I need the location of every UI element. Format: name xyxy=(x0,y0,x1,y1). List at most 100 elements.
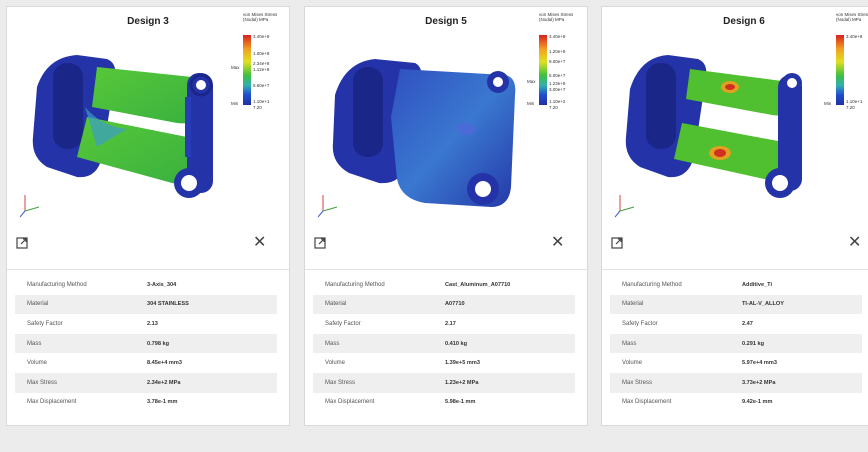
property-row: Volume 5.97e+4 mm3 xyxy=(610,353,862,373)
stress-model-render xyxy=(625,55,802,198)
legend-color-bar xyxy=(243,35,251,105)
property-row: Volume 1.39e+5 mm3 xyxy=(313,353,575,373)
property-value: 3-Axis_304 xyxy=(147,281,177,288)
legend-max-label: Max xyxy=(231,65,240,70)
divider xyxy=(7,269,289,270)
property-label: Manufacturing Method xyxy=(27,281,87,288)
legend-min-label: Min xyxy=(824,101,832,106)
legend-value: 5.60e+7 xyxy=(253,83,270,88)
property-label: Mass xyxy=(622,340,637,347)
legend-value: 2.34e+8 xyxy=(253,61,270,66)
property-row: Safety Factor 2.17 xyxy=(313,314,575,334)
stress-legend: von Mises Stress (Nodal) MPa 3.40e+8 1.0… xyxy=(231,12,277,113)
model-viewer[interactable]: Design 6 von Mises Stress (Nodal) MPa 3.… xyxy=(602,7,868,269)
property-value: 304 STAINLESS xyxy=(147,301,189,308)
property-label: Manufacturing Method xyxy=(622,281,682,288)
legend-value: 1.10e+2 xyxy=(549,99,566,104)
properties-table: Manufacturing Method 3-Axis_304 Material 3… xyxy=(15,275,277,412)
property-row: Manufacturing Method 3-Axis_304 xyxy=(15,275,277,295)
property-value: 8.45e+4 mm3 xyxy=(147,360,182,367)
properties-table: Manufacturing Method Additive_Ti Material… xyxy=(610,275,862,412)
property-label: Safety Factor xyxy=(27,320,63,327)
legend-value: 3.40e+8 xyxy=(253,34,270,39)
property-value: TI-AL-V_ALLOY xyxy=(742,301,784,308)
property-label: Material xyxy=(622,301,644,308)
legend-value: 3.40e+8 xyxy=(549,34,566,39)
legend-max-label: Max xyxy=(527,79,536,84)
stress-model-render xyxy=(332,59,516,207)
expand-icon[interactable] xyxy=(611,237,623,249)
legend-color-bar xyxy=(836,35,844,105)
property-value: 3.78e-1 mm xyxy=(147,399,178,406)
property-label: Max Stress xyxy=(27,379,58,386)
legend-min-label: Min xyxy=(231,101,239,106)
property-row: Material 304 STAINLESS xyxy=(15,294,277,315)
card-title: Design 3 xyxy=(127,16,169,27)
property-row: Volume 8.45e+4 mm3 xyxy=(15,353,277,373)
divider xyxy=(305,269,587,270)
property-value: Additive_Ti xyxy=(742,281,773,288)
property-value: 9.42e-1 mm xyxy=(742,399,773,406)
card-title: Design 6 xyxy=(723,16,765,27)
legend-value: 7.20 xyxy=(549,105,558,110)
property-row: Max Stress 2.34e+2 MPa xyxy=(15,372,277,393)
property-label: Material xyxy=(325,301,347,308)
stress-legend: von Mises Stress (Nodal) MPa 3.40e+8 1.1… xyxy=(824,12,868,113)
legend-title: von Mises Stress (Nodal) MPa xyxy=(539,12,574,22)
property-row: Material TI-AL-V_ALLOY xyxy=(610,294,862,315)
legend-title: von Mises Stress (Nodal) MPa xyxy=(836,12,868,22)
property-row: Max Displacement 9.42e-1 mm xyxy=(610,393,862,413)
property-row: Manufacturing Method Cast_Aluminum_A07710 xyxy=(313,275,575,295)
close-icon[interactable]: ✕ xyxy=(848,234,862,251)
legend-value: 1.20e+8 xyxy=(549,49,566,54)
property-label: Max Displacement xyxy=(622,399,672,406)
property-label: Volume xyxy=(622,360,643,367)
property-row: Safety Factor 2.13 xyxy=(15,314,277,334)
legend-value: 7.20 xyxy=(253,105,262,110)
property-row: Max Displacement 5.98e-1 mm xyxy=(313,393,575,413)
property-value: 2.13 xyxy=(147,320,158,327)
property-value: 0.410 kg xyxy=(445,340,468,347)
property-label: Safety Factor xyxy=(325,320,361,327)
legend-value: 1.10e+1 xyxy=(253,99,270,104)
close-icon[interactable]: ✕ xyxy=(551,234,565,251)
legend-value: 1.00e+8 xyxy=(253,51,270,56)
property-value: 1.23e+2 MPa xyxy=(445,379,479,386)
close-icon[interactable]: ✕ xyxy=(253,234,267,251)
property-label: Manufacturing Method xyxy=(325,281,385,288)
property-value: 2.47 xyxy=(742,320,753,327)
property-row: Max Displacement 3.78e-1 mm xyxy=(15,393,277,413)
property-row: Safety Factor 2.47 xyxy=(610,314,862,334)
legend-value: 1.23e+8 xyxy=(549,81,566,86)
legend-value: 9.00e+7 xyxy=(549,59,566,64)
design-card-6: Design 6 von Mises Stress (Nodal) MPa 3.… xyxy=(601,6,868,426)
property-label: Safety Factor xyxy=(622,320,658,327)
property-label: Volume xyxy=(325,360,346,367)
legend-value: 7.20 xyxy=(846,105,855,110)
property-value: 5.97e+4 mm3 xyxy=(742,360,777,367)
property-label: Max Displacement xyxy=(27,399,77,406)
expand-icon[interactable] xyxy=(314,237,326,249)
stress-model-render xyxy=(32,55,213,198)
design-card-5: Design 5 von Mises Stress (Nodal) MPa 3.… xyxy=(304,6,588,426)
property-label: Max Stress xyxy=(622,379,653,386)
property-row: Material A07710 xyxy=(313,294,575,315)
property-row: Manufacturing Method Additive_Ti xyxy=(610,275,862,295)
model-viewer[interactable]: Design 3 von Mises Stress (Nodal) MPa 3.… xyxy=(7,7,289,269)
properties-table: Manufacturing Method Cast_Aluminum_A07710… xyxy=(313,275,575,412)
property-row: Mass 0.291 kg xyxy=(610,333,862,354)
expand-icon[interactable] xyxy=(16,237,28,249)
legend-title: von Mises Stress (Nodal) MPa xyxy=(243,12,278,22)
property-row: Mass 0.410 kg xyxy=(313,333,575,354)
property-value: 0.291 kg xyxy=(742,340,765,347)
axis-triad-icon xyxy=(614,195,635,218)
stress-legend: von Mises Stress (Nodal) MPa 3.40e+8 1.2… xyxy=(527,12,573,113)
property-label: Max Displacement xyxy=(325,399,375,406)
legend-value: 6.00e+7 xyxy=(549,73,566,78)
axis-triad-icon xyxy=(19,195,40,218)
model-viewer[interactable]: Design 5 von Mises Stress (Nodal) MPa 3.… xyxy=(305,7,587,269)
divider xyxy=(602,269,868,270)
property-row: Mass 0.798 kg xyxy=(15,333,277,354)
property-label: Max Stress xyxy=(325,379,356,386)
property-value: 0.798 kg xyxy=(147,340,170,347)
